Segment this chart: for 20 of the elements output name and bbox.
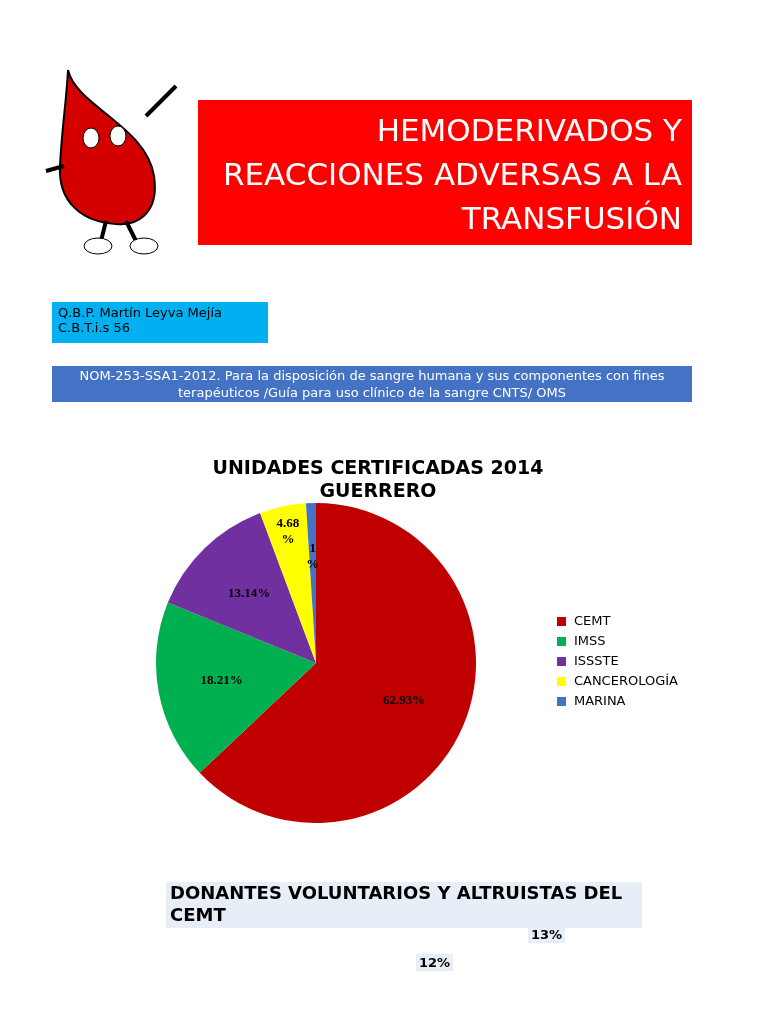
legend-label: ISSSTE <box>572 652 620 670</box>
text: Q.B.P. Martín Leyva Mejía <box>58 305 223 320</box>
pie-slice <box>167 513 316 663</box>
legend-label: IMSS <box>572 632 607 650</box>
data-label: 4.68 % <box>276 514 300 546</box>
text: 13% <box>528 926 566 943</box>
legend-label: MARINA <box>572 692 627 710</box>
data-label: 18.21% <box>200 671 243 687</box>
pie-slice <box>199 503 476 823</box>
text: C.B.T.i.s 56 <box>58 320 131 335</box>
text: NOM-253-SSA1-2012. Para la disposición de sangre humana y sus componentes con fines terapéuticos /Guía para uso clínico de la sangre CNTS/ OMS <box>52 366 692 402</box>
data-label: 62.93% <box>383 691 426 707</box>
legend-label: CEMT <box>572 612 612 630</box>
text: 12% <box>416 954 454 971</box>
chart-title: UNIDADES CERTIFICADAS 2014 GUERRERO <box>211 456 545 502</box>
text: HEMODERIVADOS Y REACCIONES ADVERSAS A LA TRANSFUSIÓN <box>198 100 692 245</box>
legend-label: CANCEROLOGÍA <box>572 672 678 690</box>
text: DONANTES VOLUNTARIOS Y ALTRUISTAS DEL CEMT <box>166 882 642 928</box>
data-label: 13.14% <box>228 585 271 601</box>
pie-slice <box>156 602 316 773</box>
